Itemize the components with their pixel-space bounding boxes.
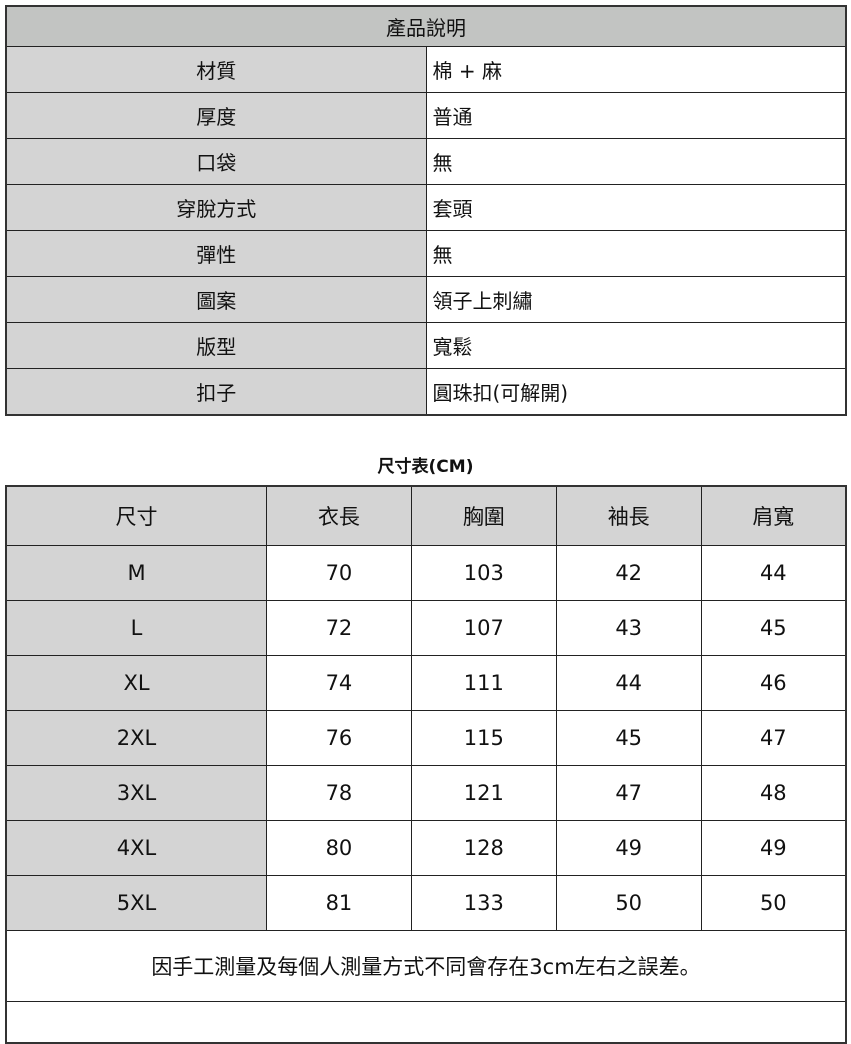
size-label: M	[5, 545, 267, 601]
size-row: M 70 103 42 44	[5, 545, 847, 601]
size-value: 44	[555, 655, 702, 711]
info-label: 口袋	[5, 138, 427, 185]
measurement-note: 因手工測量及每個人測量方式不同會存在3cm左右之誤差。	[5, 930, 847, 1002]
info-label: 扣子	[5, 368, 427, 416]
product-info-table: 產品說明 材質棉 + 麻厚度 普通 口袋無穿脫方式 套頭 彈性無圖案 領子上刺繡 版型 寬鬆扣…	[5, 5, 847, 416]
size-value: 111	[410, 655, 557, 711]
size-value: 72	[266, 600, 412, 656]
info-value: 無	[425, 230, 847, 277]
product-info-row: 穿脫方式 套頭	[5, 184, 847, 231]
info-value: 普通	[425, 92, 847, 139]
size-value: 47	[700, 710, 847, 766]
size-value: 50	[555, 875, 702, 931]
size-label: 3XL	[5, 765, 267, 821]
size-value: 128	[410, 820, 557, 876]
size-value: 45	[700, 600, 847, 656]
size-header-row: 尺寸 衣長 胸圍 袖長 肩寬	[5, 485, 847, 546]
size-row: 4XL 80 128 49 49	[5, 820, 847, 876]
info-label: 彈性	[5, 230, 427, 277]
size-value: 74	[266, 655, 412, 711]
info-label: 厚度	[5, 92, 427, 139]
size-row: 2XL 76 115 45 47	[5, 710, 847, 766]
info-value: 套頭	[425, 184, 847, 231]
size-label: 4XL	[5, 820, 267, 876]
product-info-row: 版型 寬鬆	[5, 322, 847, 369]
size-value: 81	[266, 875, 412, 931]
size-value: 47	[555, 765, 702, 821]
info-label: 穿脫方式	[5, 184, 427, 231]
size-value: 107	[410, 600, 557, 656]
size-value: 46	[700, 655, 847, 711]
size-value: 44	[700, 545, 847, 601]
size-row: XL 74 111 44 46	[5, 655, 847, 711]
size-value: 49	[700, 820, 847, 876]
size-chart-table: 尺寸 衣長 胸圍 袖長 肩寬 M 70 103 42 44 L 72 107 43 45 XL 74 111 44…	[5, 485, 847, 1044]
size-label: 2XL	[5, 710, 267, 766]
size-value: 45	[555, 710, 702, 766]
size-value: 103	[410, 545, 557, 601]
size-value: 50	[700, 875, 847, 931]
size-label: XL	[5, 655, 267, 711]
size-value: 70	[266, 545, 412, 601]
product-info-row: 口袋無	[5, 138, 847, 185]
size-chart-title: 尺寸表(CM)	[377, 457, 474, 477]
size-value: 121	[410, 765, 557, 821]
size-value: 49	[555, 820, 702, 876]
product-info-row: 材質棉 + 麻	[5, 46, 847, 93]
product-info-row: 扣子 圓珠扣(可解開)	[5, 368, 847, 416]
size-row: 3XL 78 121 47 48	[5, 765, 847, 821]
size-row: 5XL 81 133 50 50	[5, 875, 847, 931]
info-value: 棉 + 麻	[425, 46, 847, 93]
info-value: 無	[425, 138, 847, 185]
info-label: 版型	[5, 322, 427, 369]
size-value: 42	[555, 545, 702, 601]
size-value: 80	[266, 820, 412, 876]
blank-row	[5, 1001, 847, 1044]
size-column-header: 衣長	[266, 485, 412, 546]
product-info-row: 圖案 領子上刺繡	[5, 276, 847, 323]
info-label: 圖案	[5, 276, 427, 323]
size-value: 48	[700, 765, 847, 821]
size-value: 133	[410, 875, 557, 931]
size-row: L 72 107 43 45	[5, 600, 847, 656]
size-value: 76	[266, 710, 412, 766]
size-value: 43	[555, 600, 702, 656]
size-column-header: 胸圍	[410, 485, 557, 546]
info-value: 圓珠扣(可解開)	[425, 368, 847, 416]
size-label: 5XL	[5, 875, 267, 931]
product-info-row: 厚度 普通	[5, 92, 847, 139]
info-label: 材質	[5, 46, 427, 93]
info-value: 領子上刺繡	[425, 276, 847, 323]
size-label: L	[5, 600, 267, 656]
size-value: 115	[410, 710, 557, 766]
size-column-header: 袖長	[555, 485, 702, 546]
product-info-row: 彈性無	[5, 230, 847, 277]
size-value: 78	[266, 765, 412, 821]
product-info-title: 產品說明	[5, 5, 847, 47]
size-column-header: 肩寬	[700, 485, 847, 546]
size-column-header: 尺寸	[5, 485, 267, 546]
info-value: 寬鬆	[425, 322, 847, 369]
